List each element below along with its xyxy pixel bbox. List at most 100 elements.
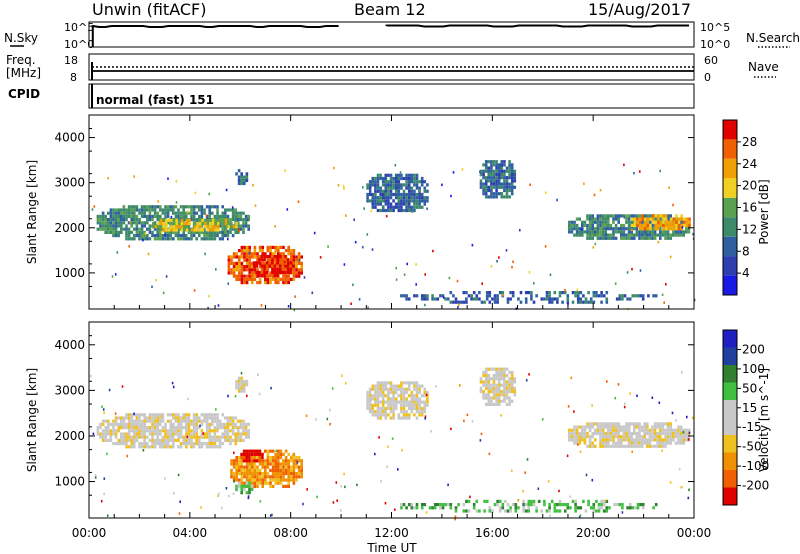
data-cell	[125, 432, 128, 436]
data-cell	[415, 406, 419, 411]
data-cell	[392, 390, 395, 395]
data-cell	[426, 403, 429, 407]
data-cell	[672, 220, 676, 224]
data-cell	[133, 221, 136, 225]
data-cell	[620, 223, 623, 228]
data-cell	[227, 261, 231, 265]
data-cell	[240, 271, 244, 275]
data-cell	[641, 294, 645, 298]
data-cell	[392, 403, 395, 407]
data-cell	[587, 499, 590, 503]
data-cell	[297, 252, 301, 256]
data-cell	[230, 475, 233, 479]
data-cell	[633, 236, 636, 240]
data-cell	[677, 428, 680, 432]
data-cell	[295, 261, 298, 265]
data-cell	[591, 223, 594, 228]
data-cell	[120, 211, 123, 215]
data-cell	[579, 300, 583, 304]
data-cell	[577, 443, 579, 446]
data-cell	[591, 422, 594, 426]
data-cell	[510, 182, 514, 186]
data-cell	[433, 297, 437, 301]
data-cell	[384, 406, 388, 411]
data-cell	[410, 390, 414, 395]
data-cell	[269, 456, 272, 460]
data-cell	[277, 277, 280, 281]
data-cell	[636, 503, 640, 507]
data-cell	[264, 261, 267, 265]
data-cell	[420, 180, 424, 184]
data-cell	[400, 294, 403, 298]
data-cell	[392, 192, 395, 197]
data-cell	[138, 221, 141, 225]
data-cell	[204, 222, 207, 226]
data-cell	[479, 179, 483, 183]
data-cell	[591, 227, 594, 231]
data-cell	[484, 176, 488, 180]
data-cell	[217, 222, 220, 226]
data-cell	[235, 222, 238, 226]
data-cell	[573, 428, 576, 432]
data-cell	[226, 435, 230, 439]
data-cell	[177, 230, 180, 234]
data-cell	[596, 230, 600, 234]
data-cell	[454, 515, 457, 518]
data-cell	[101, 432, 105, 436]
data-cell	[514, 506, 518, 510]
data-cell	[148, 208, 152, 212]
data-cell	[156, 442, 159, 446]
data-cell	[661, 422, 665, 426]
data-cell	[604, 425, 607, 429]
data-cell	[576, 297, 580, 301]
data-cell	[674, 233, 678, 237]
data-cell	[366, 199, 369, 203]
data-cell	[387, 397, 390, 401]
data-cell	[107, 422, 110, 426]
data-cell	[371, 394, 375, 398]
data-cell	[300, 462, 303, 466]
data-cell	[258, 462, 262, 466]
data-cell	[224, 426, 227, 430]
data-cell	[164, 445, 167, 449]
data-cell	[379, 199, 382, 203]
data-cell	[553, 509, 557, 513]
data-cell	[103, 492, 105, 496]
data-cell	[588, 220, 592, 224]
data-cell	[661, 425, 665, 429]
data-cell	[250, 484, 254, 488]
data-cell	[679, 233, 683, 237]
data-cell	[548, 506, 551, 510]
data-cell	[284, 449, 288, 453]
data-cell	[511, 503, 515, 507]
data-cell	[169, 422, 172, 426]
data-cell	[670, 217, 673, 221]
data-cell	[164, 233, 166, 237]
data-cell	[277, 449, 280, 453]
data-cell	[630, 441, 633, 445]
data-cell	[594, 438, 597, 442]
data-cell	[497, 383, 501, 387]
colorbar-tick-label: -100	[742, 459, 769, 473]
data-cell	[381, 400, 385, 404]
data-cell	[620, 227, 623, 231]
data-cell	[640, 425, 644, 429]
data-cell	[418, 186, 421, 190]
data-cell	[517, 297, 520, 301]
data-cell	[495, 179, 498, 183]
data-cell	[596, 233, 600, 237]
data-cell	[182, 230, 185, 234]
data-cell	[366, 397, 369, 401]
data-cell	[109, 211, 113, 215]
data-cell	[636, 294, 640, 298]
data-cell	[631, 223, 634, 228]
data-cell	[218, 237, 222, 241]
data-cell	[99, 227, 102, 231]
data-cell	[263, 254, 266, 259]
data-cell	[387, 202, 390, 206]
data-cell	[490, 383, 493, 387]
data-cell	[495, 188, 498, 193]
data-cell	[462, 503, 466, 507]
data-cell	[397, 384, 401, 388]
data-cell	[659, 425, 662, 429]
